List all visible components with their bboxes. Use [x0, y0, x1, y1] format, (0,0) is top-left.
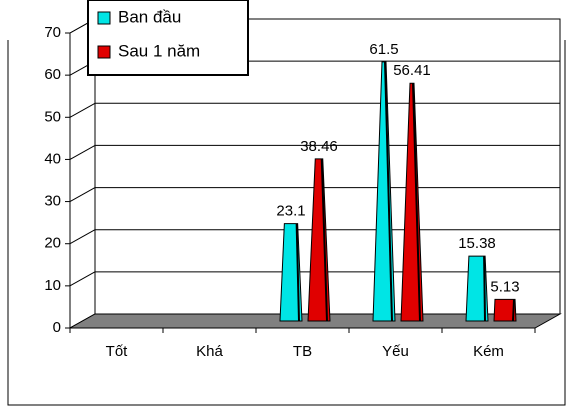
y-tick-label: 70: [44, 24, 61, 41]
y-tick-label: 60: [44, 66, 61, 83]
bar: [493, 298, 517, 322]
x-tick-label: Tốt: [106, 343, 129, 360]
x-tick-label: Khá: [196, 343, 223, 360]
data-label: 56.41: [393, 62, 431, 79]
data-label: 23.1: [276, 203, 305, 220]
plot-area: 0 10 20 30 40 50 60 70 Tốt Khá TB Yếu Kém 23.1 61.5 15.…: [44, 18, 562, 360]
grid-line: [69, 144, 96, 160]
grid-line: [69, 271, 96, 287]
bar-edge: [295, 223, 300, 322]
legend-box: [87, 0, 249, 76]
y-tick-label: 40: [44, 150, 61, 167]
bar-edge: [320, 158, 328, 322]
y-tick-label: 0: [53, 319, 61, 336]
chart-frame: [7, 40, 566, 406]
data-label: 5.13: [490, 278, 519, 295]
legend-label: Ban đầu: [118, 7, 181, 26]
grid-line: [69, 187, 96, 203]
bar-edge: [384, 61, 393, 322]
legend: Ban đầu Sau 1 năm: [87, 0, 249, 76]
y-tick-label: 30: [44, 193, 61, 210]
data-label: 61.5: [369, 41, 398, 58]
legend-label: Sau 1 năm: [118, 41, 200, 60]
legend-swatch: [97, 11, 111, 25]
y-tick-label: 50: [44, 108, 61, 125]
bar-edge: [483, 256, 486, 322]
data-label: 38.46: [300, 138, 338, 155]
grid-line: [69, 102, 96, 118]
data-label: 15.38: [458, 235, 496, 252]
bar-edge: [412, 83, 421, 322]
x-tick-label: Kém: [473, 343, 504, 360]
grid-line: [69, 229, 96, 245]
y-tick-label: 20: [44, 235, 61, 252]
x-tick-label: TB: [293, 343, 312, 360]
legend-swatch: [97, 45, 111, 59]
y-tick-label: 10: [44, 277, 61, 294]
bar-edge: [512, 299, 516, 322]
x-tick-label: Yếu: [382, 343, 409, 360]
